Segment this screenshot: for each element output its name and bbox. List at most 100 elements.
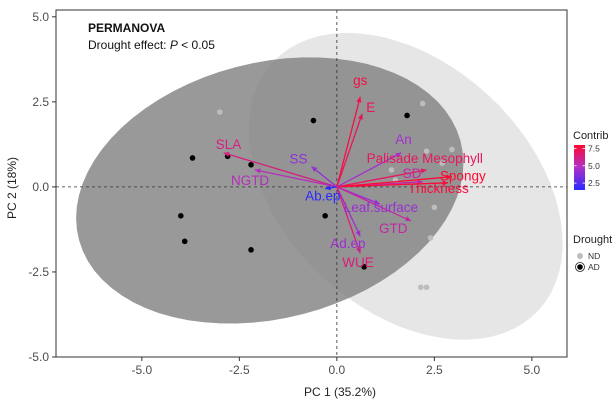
arrowhead-e: [357, 113, 363, 120]
annotation-title: PERMANOVA: [88, 21, 165, 35]
point-ad: [322, 213, 328, 219]
arrowhead-an: [395, 152, 402, 158]
annotation-suffix: < 0.05: [178, 38, 215, 52]
contrib-tick-label: 2.5: [588, 178, 600, 188]
arrowhead-thickness: [442, 180, 449, 186]
point-ad: [404, 112, 410, 119]
arrowhead-ss: [311, 166, 318, 172]
y-axis-title: PC 2 (18%): [5, 157, 19, 219]
arrow-an: [336, 152, 402, 188]
point-ad: [361, 264, 367, 270]
y-tick-label: 2.5: [32, 95, 49, 109]
label-e: E: [366, 100, 375, 115]
point-ad: [310, 117, 317, 124]
arrow-ngtd: [254, 169, 337, 188]
arrowhead-ab-ep: [325, 185, 331, 191]
x-axis-ticks: -5.0 -2.5 0.0 2.5 5.0: [131, 357, 541, 377]
arrowhead-leaf-surface: [373, 199, 380, 205]
contrib-legend: Contrib 2.5 5.0 7.5: [573, 130, 608, 190]
point-nd: [217, 109, 223, 115]
y-tick-label: 0.0: [32, 180, 49, 194]
arrow-wue: [336, 186, 361, 254]
arrowhead-palisade-mesophyll: [420, 168, 427, 174]
arrowhead-spongy: [446, 174, 452, 180]
legend-label-nd: ND: [588, 251, 600, 261]
y-tick-label: -5.0: [28, 350, 49, 364]
x-axis-title: PC 1 (35.2%): [304, 385, 376, 399]
label-ab-ep: Ab.ep: [305, 189, 340, 204]
arrowhead-ngtd: [254, 168, 261, 174]
label-leaf-surface: Leaf.surface: [344, 200, 418, 215]
x-tick-label: 0.0: [329, 363, 346, 377]
annotation-subtitle: Drought effect: P < 0.05: [88, 38, 215, 52]
point-ad: [189, 155, 196, 161]
arrow-gs: [336, 96, 361, 188]
legend-key-ad: [577, 264, 583, 270]
group-ellipses: [76, 32, 563, 340]
contrib-legend-title: Contrib: [573, 130, 608, 142]
label-ngtd: NGTD: [231, 173, 269, 188]
arrow-ad-ep: [336, 186, 361, 237]
point-nd: [423, 284, 430, 291]
point-nd: [439, 160, 445, 166]
annotation-p: P: [170, 38, 178, 52]
contrib-colorbar-ticks: 2.5 5.0 7.5: [574, 143, 600, 188]
label-gtd: GTD: [379, 221, 408, 236]
point-ad: [181, 238, 188, 245]
y-tick-label: 5.0: [32, 10, 49, 24]
legend-key-nd: [577, 253, 583, 259]
label-ad-ep: Ad.ep: [330, 236, 365, 251]
arrow-gtd: [336, 186, 412, 222]
plot-panel: [55, 9, 568, 358]
x-tick-label: 5.0: [524, 363, 541, 377]
arrow-thickness: [336, 182, 449, 188]
x-tick-label: -2.5: [229, 363, 250, 377]
arrow-sla: [223, 152, 338, 188]
contrib-colorbar: [574, 145, 585, 190]
ellipse-ad: [76, 57, 464, 324]
contrib-tick-label: 7.5: [588, 143, 600, 153]
arrowhead-gtd: [404, 216, 411, 222]
arrow-e: [336, 113, 363, 188]
point-nd: [449, 146, 455, 153]
point-nd: [417, 284, 424, 291]
point-ad: [248, 247, 254, 253]
arrowhead-ad-ep: [355, 230, 361, 237]
point-nd: [427, 235, 434, 241]
point-ad: [248, 161, 254, 168]
contrib-tick-label: 5.0: [588, 161, 600, 171]
arrowhead-sla: [223, 151, 230, 157]
label-gs: gs: [353, 73, 368, 88]
label-wue: WUE: [342, 255, 374, 270]
arrowhead-gs: [356, 96, 362, 103]
reference-lines: [56, 10, 567, 357]
label-sla: SLA: [216, 137, 242, 152]
point-nd: [419, 100, 426, 107]
annotation-prefix: Drought effect:: [88, 38, 170, 52]
data-points: [178, 100, 455, 291]
label-spongy: Spongy: [440, 169, 486, 184]
arrow-spongy: [336, 176, 452, 188]
y-axis-ticks: -5.0 -2.5 0.0 2.5 5.0: [28, 10, 56, 364]
label-ss: SS: [290, 151, 308, 166]
label-palisade-mesophyll: Palisade Mesophyll: [367, 151, 483, 166]
label-sd: SD: [403, 166, 422, 181]
point-ad: [178, 213, 184, 219]
point-nd: [388, 167, 395, 173]
label-thickness: Thickness: [408, 181, 469, 196]
drought-legend: Drought ND AD: [573, 234, 612, 272]
arrow-ss: [311, 165, 338, 188]
arrowhead-wue: [356, 247, 361, 254]
point-nd: [431, 204, 438, 211]
arrow-palisade-mesophyll: [336, 169, 427, 188]
y-tick-label: -2.5: [28, 265, 49, 279]
x-tick-label: 2.5: [426, 363, 443, 377]
label-an: An: [395, 132, 412, 147]
x-tick-label: -5.0: [131, 363, 152, 377]
variable-arrows: [223, 96, 452, 254]
drought-legend-title: Drought: [573, 234, 612, 246]
legend-label-ad: AD: [588, 262, 600, 272]
point-nd: [423, 148, 430, 154]
